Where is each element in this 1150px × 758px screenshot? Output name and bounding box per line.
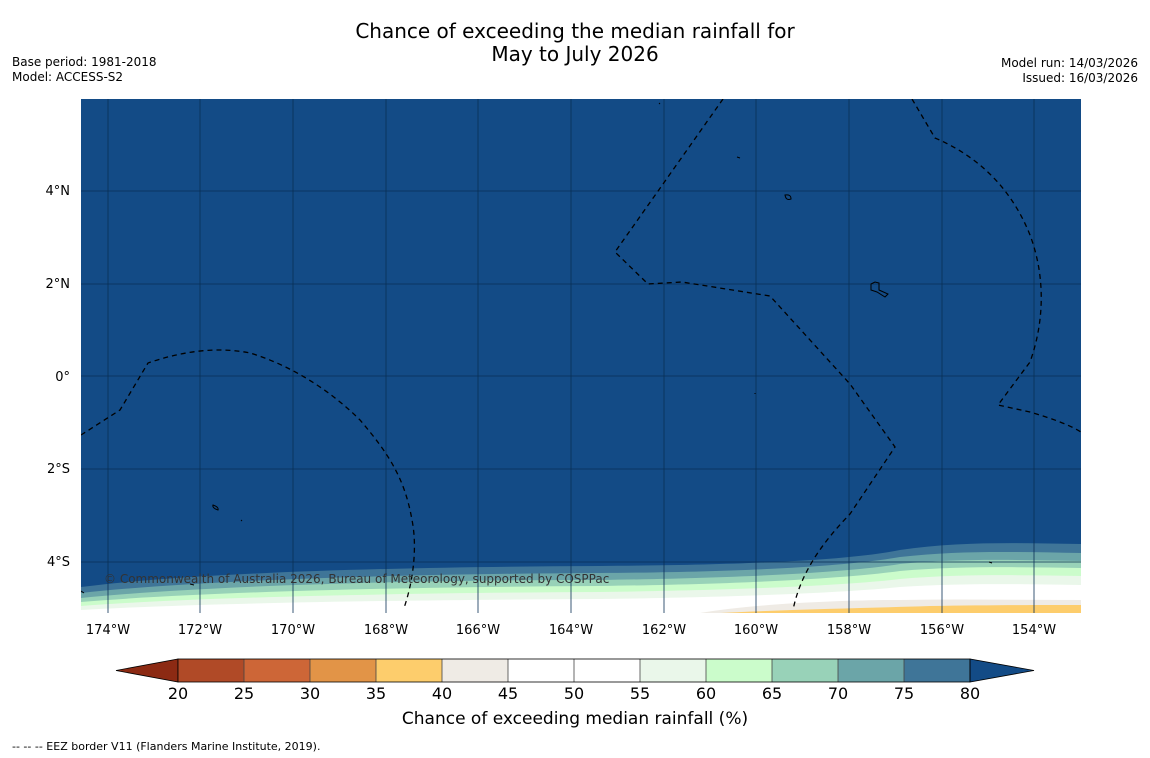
- colorbar-tick-labels: 20 25 30 35 40 45 50 55 60 65 70 75 80: [168, 684, 980, 703]
- colorbar-tick-70: 70: [828, 684, 848, 703]
- colorbar-tick-20: 20: [168, 684, 188, 703]
- island-f: [240, 519, 243, 522]
- map-title-line-2: May to July 2026: [491, 42, 659, 66]
- map-area: © Commonwealth of Australia 2026, Bureau…: [81, 99, 1081, 613]
- lon-tick-labels: 174°W 172°W 170°W 168°W 166°W 164°W 162°…: [86, 623, 1056, 638]
- colorbar-segment-25-30: [244, 659, 310, 682]
- colorbar-dividers: [243, 659, 905, 682]
- model-name: Model: ACCESS-S2: [12, 70, 124, 84]
- colorbar-tick-45: 45: [498, 684, 518, 703]
- island-j: [81, 590, 85, 594]
- colorbar-high-extend: [969, 658, 1035, 683]
- island-c: [658, 102, 661, 105]
- lat-label-2n: 2°N: [46, 277, 71, 292]
- eez-borders: [81, 99, 1081, 611]
- lon-label-162w: 162°W: [642, 623, 686, 638]
- colorbar-segment-55-60: [640, 659, 706, 682]
- lon-label-158w: 158°W: [827, 623, 871, 638]
- base-period: Base period: 1981-2018: [12, 55, 157, 69]
- lon-label-164w: 164°W: [549, 623, 593, 638]
- lon-label-160w: 160°W: [734, 623, 778, 638]
- colorbar-segment-40-45: [442, 659, 508, 682]
- lon-label-174w: 174°W: [86, 623, 130, 638]
- island-d: [870, 281, 889, 298]
- colorbar-segment-60-65: [706, 659, 772, 682]
- colorbar-tick-30: 30: [300, 684, 320, 703]
- island-g: [189, 583, 195, 586]
- colorbar-tick-55: 55: [630, 684, 650, 703]
- lat-label-equator: 0°: [55, 370, 70, 385]
- band-35-40: [720, 605, 1081, 613]
- lon-label-172w: 172°W: [178, 623, 222, 638]
- colorbar-segment-45-50: [508, 659, 574, 682]
- island-h: [988, 561, 993, 564]
- lon-label-156w: 156°W: [920, 623, 964, 638]
- colorbar-tick-40: 40: [432, 684, 452, 703]
- colorbar-tick-60: 60: [696, 684, 716, 703]
- colorbar-segment-30-35: [310, 659, 376, 682]
- lat-tick-labels: 4°N 2°N 0° 2°S 4°S: [46, 184, 71, 570]
- colorbar-segment-20-25: [178, 659, 244, 682]
- lat-label-2s: 2°S: [47, 462, 70, 477]
- lon-label-166w: 166°W: [456, 623, 500, 638]
- colorbar-outline: [177, 658, 971, 683]
- colorbar-segment-70-75: [838, 659, 904, 682]
- lat-label-4s: 4°S: [47, 555, 70, 570]
- colorbar-segment-35-40: [376, 659, 442, 682]
- colorbar: 20 25 30 35 40 45 50 55 60 65 70 75 80: [115, 658, 1035, 703]
- map-background: [81, 99, 1081, 613]
- colorbar-tick-35: 35: [366, 684, 386, 703]
- colorbar-segment-50-55: [574, 659, 640, 682]
- colorbar-segment-75-80: [904, 659, 970, 682]
- colorbar-tick-25: 25: [234, 684, 254, 703]
- eez-border-east: [911, 99, 1081, 433]
- lon-label-154w: 154°W: [1012, 623, 1056, 638]
- colorbar-segment-65-70: [772, 659, 838, 682]
- island-b: [736, 156, 741, 159]
- colorbar-tick-75: 75: [894, 684, 914, 703]
- colorbar-tick-50: 50: [564, 684, 584, 703]
- colorbar-tick-65: 65: [762, 684, 782, 703]
- colorbar-title: Chance of exceeding median rainfall (%): [401, 709, 749, 729]
- colorbar-low-extend: [115, 658, 179, 683]
- lon-label-170w: 170°W: [271, 623, 315, 638]
- lat-label-4n: 4°N: [46, 184, 71, 199]
- eez-border-central: [614, 99, 896, 611]
- map-title-line-1: Chance of exceeding the median rainfall …: [355, 19, 795, 43]
- eez-footnote: -- -- -- EEZ border V11 (Flanders Marine…: [12, 740, 321, 753]
- graticule: [81, 99, 1081, 613]
- copyright-text: © Commonwealth of Australia 2026, Bureau…: [104, 572, 609, 586]
- colorbar-tick-80: 80: [960, 684, 980, 703]
- islands: [81, 102, 993, 594]
- issued-date: Issued: 16/03/2026: [1022, 71, 1138, 85]
- island-e: [212, 504, 219, 511]
- lon-label-168w: 168°W: [364, 623, 408, 638]
- eez-border-west: [81, 349, 416, 609]
- island-a: [784, 194, 792, 200]
- model-run-date: Model run: 14/03/2026: [1000, 56, 1138, 70]
